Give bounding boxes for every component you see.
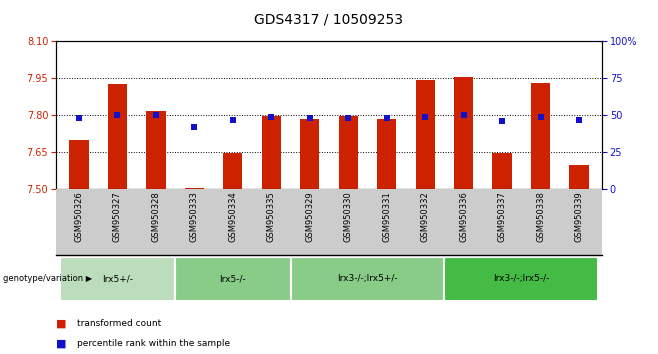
Bar xyxy=(108,84,127,189)
Bar xyxy=(377,119,396,189)
Text: GSM950338: GSM950338 xyxy=(536,192,545,242)
Text: GSM950339: GSM950339 xyxy=(574,192,584,242)
Point xyxy=(343,115,353,121)
Text: GDS4317 / 10509253: GDS4317 / 10509253 xyxy=(255,12,403,27)
Bar xyxy=(175,257,291,301)
Point xyxy=(535,114,545,119)
Bar xyxy=(291,257,444,301)
Point xyxy=(74,115,84,121)
Text: GSM950326: GSM950326 xyxy=(74,192,84,242)
Text: GSM950333: GSM950333 xyxy=(190,192,199,242)
Text: GSM950329: GSM950329 xyxy=(305,192,315,242)
Text: ■: ■ xyxy=(56,319,66,329)
Point xyxy=(266,114,276,119)
Point xyxy=(151,112,161,118)
Point xyxy=(228,117,238,122)
Text: lrx5-/-: lrx5-/- xyxy=(220,274,246,283)
Bar xyxy=(69,140,89,189)
Text: lrx5+/-: lrx5+/- xyxy=(102,274,133,283)
Bar xyxy=(454,77,473,189)
Point xyxy=(574,117,584,122)
Bar xyxy=(185,188,204,189)
Bar xyxy=(492,154,512,189)
Text: genotype/variation ▶: genotype/variation ▶ xyxy=(3,274,93,283)
Text: GSM950332: GSM950332 xyxy=(420,192,430,242)
Point xyxy=(420,114,430,119)
Text: GSM950336: GSM950336 xyxy=(459,192,468,242)
Text: GSM950331: GSM950331 xyxy=(382,192,392,242)
Text: transformed count: transformed count xyxy=(77,319,161,329)
Text: GSM950328: GSM950328 xyxy=(151,192,161,242)
Text: GSM950334: GSM950334 xyxy=(228,192,238,242)
Point xyxy=(113,112,123,118)
Text: GSM950330: GSM950330 xyxy=(343,192,353,242)
Bar xyxy=(444,257,598,301)
Bar xyxy=(60,257,175,301)
Text: percentile rank within the sample: percentile rank within the sample xyxy=(77,339,230,348)
Bar xyxy=(416,80,435,189)
Bar xyxy=(531,83,550,189)
Point xyxy=(497,118,507,124)
Bar xyxy=(262,116,281,189)
Point xyxy=(189,124,199,130)
Text: lrx3-/-;lrx5+/-: lrx3-/-;lrx5+/- xyxy=(337,274,398,283)
Point xyxy=(459,112,469,118)
Point xyxy=(382,115,392,121)
Point xyxy=(305,115,315,121)
Text: GSM950337: GSM950337 xyxy=(497,192,507,242)
Text: ■: ■ xyxy=(56,338,66,348)
Bar xyxy=(146,111,166,189)
Text: GSM950335: GSM950335 xyxy=(266,192,276,242)
Bar xyxy=(300,119,319,189)
Bar xyxy=(223,154,242,189)
Bar xyxy=(569,165,589,189)
Bar xyxy=(339,116,358,189)
Text: lrx3-/-;lrx5-/-: lrx3-/-;lrx5-/- xyxy=(493,274,549,283)
Text: GSM950327: GSM950327 xyxy=(113,192,122,242)
